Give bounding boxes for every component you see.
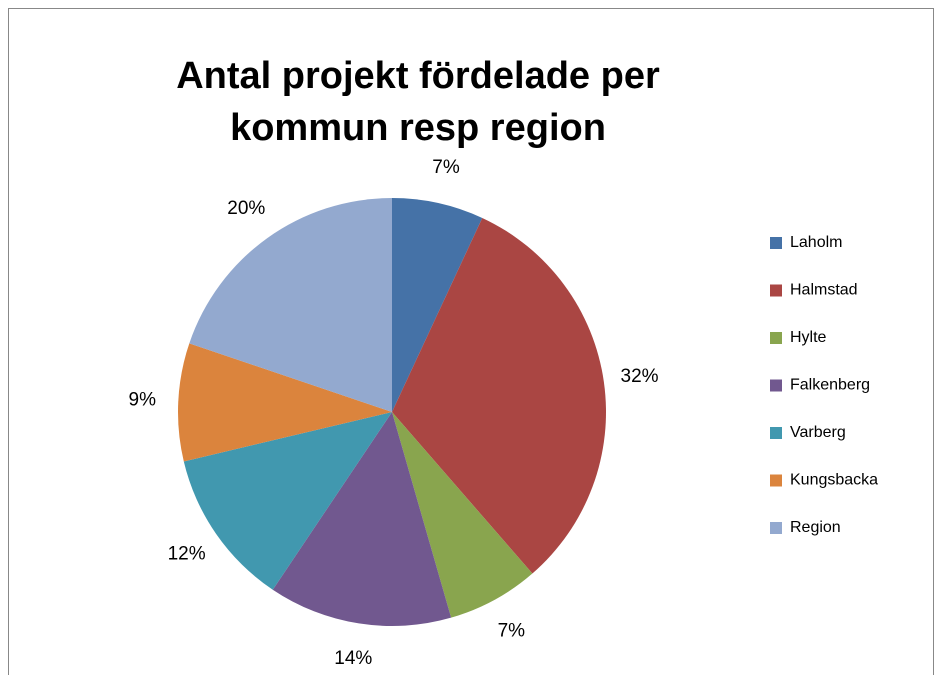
legend-label: Varberg <box>790 424 846 441</box>
data-label: 32% <box>621 366 659 387</box>
legend-swatch <box>770 284 782 297</box>
pie-slice <box>392 198 483 412</box>
legend-label: Halmstad <box>790 282 858 299</box>
data-label: 12% <box>168 544 206 565</box>
legend-swatch <box>770 522 782 534</box>
legend-label: Kungsbacka <box>790 472 878 489</box>
legend-label: Hylte <box>790 329 827 346</box>
pie-slice <box>189 197 392 412</box>
legend-label: Region <box>790 519 841 536</box>
pie-slice <box>178 343 392 462</box>
pie-slice <box>392 217 606 574</box>
data-label: 14% <box>334 648 372 669</box>
data-label: 7% <box>432 157 460 178</box>
chart-title: Antal projekt fördelade per kommun resp … <box>176 55 660 149</box>
legend-swatch <box>770 379 782 392</box>
pie-slice <box>272 412 452 626</box>
data-label: 7% <box>498 621 526 642</box>
data-label: 9% <box>129 389 157 410</box>
pie-slice <box>392 412 533 618</box>
legend-swatch <box>770 474 782 487</box>
legend-swatch <box>770 332 782 344</box>
legend-label: Falkenberg <box>790 377 870 394</box>
legend-swatch <box>770 427 782 439</box>
data-label: 20% <box>227 198 265 219</box>
legend-label: Laholm <box>790 234 842 251</box>
pie-slice <box>183 412 392 590</box>
chart-border <box>8 8 934 675</box>
legend-swatch <box>770 237 782 249</box>
